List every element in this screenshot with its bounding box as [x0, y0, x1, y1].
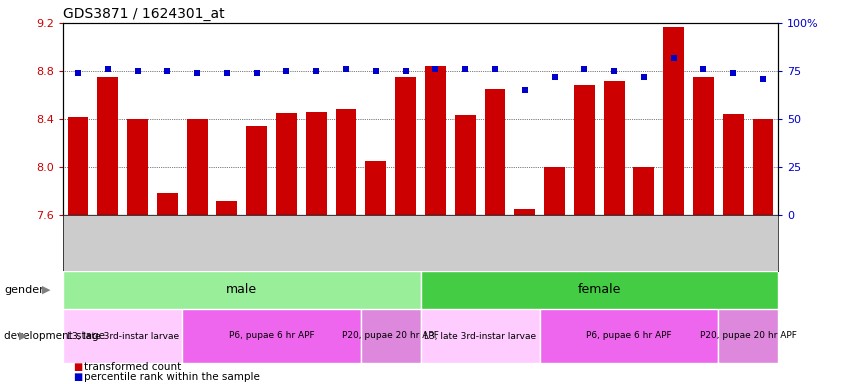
Point: [518, 87, 532, 93]
Bar: [98, 77, 119, 215]
Point: [131, 68, 145, 74]
Point: [101, 66, 114, 72]
Point: [280, 68, 294, 74]
Point: [696, 66, 710, 72]
Bar: [484, 89, 505, 215]
Point: [369, 68, 383, 74]
Text: percentile rank within the sample: percentile rank within the sample: [84, 372, 260, 382]
Bar: [67, 117, 88, 215]
Point: [578, 66, 591, 72]
Bar: [63, 271, 420, 309]
Bar: [182, 309, 361, 363]
Text: male: male: [226, 283, 257, 296]
Text: ▶: ▶: [19, 331, 28, 341]
Bar: [420, 271, 778, 309]
Bar: [604, 81, 625, 215]
Point: [309, 68, 323, 74]
Point: [161, 68, 174, 74]
Text: GDS3871 / 1624301_at: GDS3871 / 1624301_at: [63, 7, 225, 21]
Bar: [127, 119, 148, 215]
Point: [250, 70, 263, 76]
Bar: [718, 309, 778, 363]
Text: P20, pupae 20 hr APF: P20, pupae 20 hr APF: [700, 331, 796, 341]
Bar: [664, 26, 684, 215]
Text: L3, late 3rd-instar larvae: L3, late 3rd-instar larvae: [66, 331, 178, 341]
Bar: [420, 309, 540, 363]
Bar: [753, 119, 774, 215]
Bar: [574, 85, 595, 215]
Bar: [246, 126, 267, 215]
Bar: [540, 309, 718, 363]
Text: ▶: ▶: [42, 285, 50, 295]
Bar: [336, 109, 357, 215]
Point: [637, 74, 651, 80]
Text: ■: ■: [73, 362, 82, 372]
Text: gender: gender: [4, 285, 44, 295]
Point: [71, 70, 85, 76]
Text: female: female: [578, 283, 621, 296]
Point: [727, 70, 740, 76]
Bar: [395, 77, 416, 215]
Point: [489, 66, 502, 72]
Point: [547, 74, 561, 80]
Bar: [361, 309, 420, 363]
Point: [667, 55, 680, 61]
Point: [756, 76, 770, 82]
Point: [399, 68, 412, 74]
Text: ■: ■: [73, 372, 82, 382]
Text: P6, pupae 6 hr APF: P6, pupae 6 hr APF: [586, 331, 672, 341]
Bar: [157, 194, 177, 215]
Point: [429, 66, 442, 72]
Bar: [425, 66, 446, 215]
Point: [220, 70, 234, 76]
Text: development stage: development stage: [4, 331, 105, 341]
Text: P20, pupae 20 hr APF: P20, pupae 20 hr APF: [342, 331, 439, 341]
Bar: [276, 113, 297, 215]
Bar: [187, 119, 208, 215]
Bar: [722, 114, 743, 215]
Bar: [633, 167, 654, 215]
Text: P6, pupae 6 hr APF: P6, pupae 6 hr APF: [229, 331, 315, 341]
Point: [190, 70, 204, 76]
Bar: [365, 161, 386, 215]
Text: transformed count: transformed count: [84, 362, 182, 372]
Point: [458, 66, 472, 72]
Bar: [63, 309, 182, 363]
Point: [339, 66, 352, 72]
Bar: [515, 209, 535, 215]
Bar: [693, 77, 714, 215]
Bar: [455, 116, 476, 215]
Bar: [306, 112, 326, 215]
Text: L3, late 3rd-instar larvae: L3, late 3rd-instar larvae: [424, 331, 536, 341]
Point: [607, 68, 621, 74]
Bar: [216, 200, 237, 215]
Bar: [544, 167, 565, 215]
